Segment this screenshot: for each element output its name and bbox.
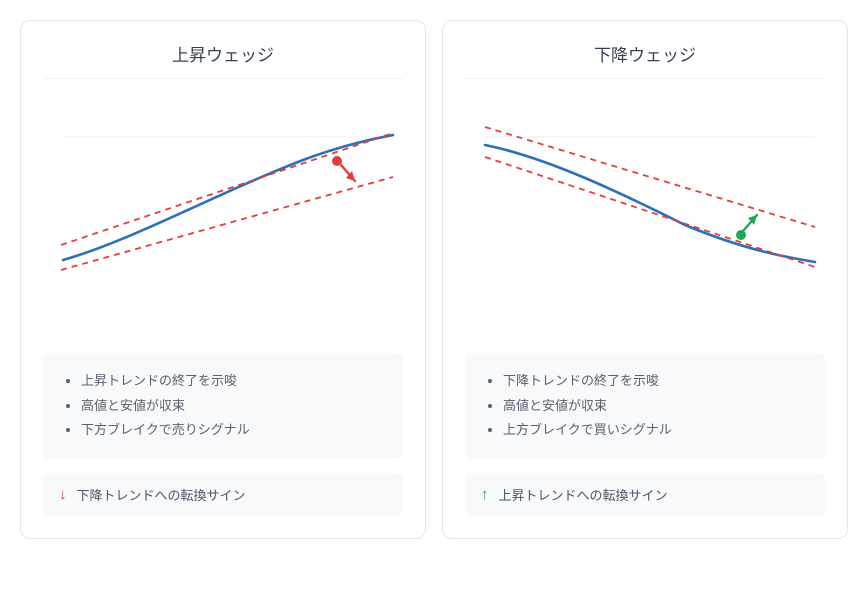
signal-box: ↑ 上昇トレンドへの転換サイン bbox=[465, 473, 825, 516]
up-arrow-icon: ↑ bbox=[481, 486, 489, 503]
signal-box: ↓ 下降トレンドへの転換サイン bbox=[43, 473, 403, 516]
bullet-item: 下方ブレイクで売りシグナル bbox=[81, 418, 385, 443]
bullet-item: 高値と安値が収束 bbox=[81, 394, 385, 419]
card-title: 下降ウェッジ bbox=[465, 41, 825, 79]
card-title: 上昇ウェッジ bbox=[43, 41, 403, 79]
wedge-upper bbox=[61, 133, 393, 245]
wedge-chart-svg bbox=[43, 85, 403, 345]
down-arrow-icon: ↓ bbox=[59, 486, 67, 503]
bullets-list: 下降トレンドの終了を示唆 高値と安値が収束 上方ブレイクで買いシグナル bbox=[493, 369, 807, 443]
break-marker bbox=[736, 230, 746, 240]
wedge-upper bbox=[485, 127, 815, 227]
bullet-item: 高値と安値が収束 bbox=[503, 394, 807, 419]
bullet-item: 下降トレンドの終了を示唆 bbox=[503, 369, 807, 394]
wedge-lower bbox=[485, 157, 815, 267]
signal-text: 上昇トレンドへの転換サイン bbox=[499, 485, 668, 504]
card-rising-wedge: 上昇ウェッジ 上昇トレンドの終了を示唆 高値と安値が収束 下方ブレイクで売りシグ… bbox=[20, 20, 426, 539]
chart-rising-wedge bbox=[43, 85, 403, 345]
trend-line bbox=[63, 135, 393, 260]
card-falling-wedge: 下降ウェッジ 下降トレンドの終了を示唆 高値と安値が収束 上方ブレイクで買いシグ… bbox=[442, 20, 848, 539]
signal-text: 下降トレンドへの転換サイン bbox=[77, 485, 246, 504]
bullets-list: 上昇トレンドの終了を示唆 高値と安値が収束 下方ブレイクで売りシグナル bbox=[71, 369, 385, 443]
bullet-item: 上昇トレンドの終了を示唆 bbox=[81, 369, 385, 394]
bullets-box: 上昇トレンドの終了を示唆 高値と安値が収束 下方ブレイクで売りシグナル bbox=[43, 353, 403, 459]
bullet-item: 上方ブレイクで買いシグナル bbox=[503, 418, 807, 443]
wedge-chart-svg bbox=[465, 85, 825, 345]
break-arrow-icon bbox=[743, 215, 757, 231]
cards-container: 上昇ウェッジ 上昇トレンドの終了を示唆 高値と安値が収束 下方ブレイクで売りシグ… bbox=[20, 20, 848, 539]
chart-falling-wedge bbox=[465, 85, 825, 345]
trend-line bbox=[485, 145, 815, 262]
bullets-box: 下降トレンドの終了を示唆 高値と安値が収束 上方ブレイクで買いシグナル bbox=[465, 353, 825, 459]
break-arrow-icon bbox=[341, 165, 355, 181]
